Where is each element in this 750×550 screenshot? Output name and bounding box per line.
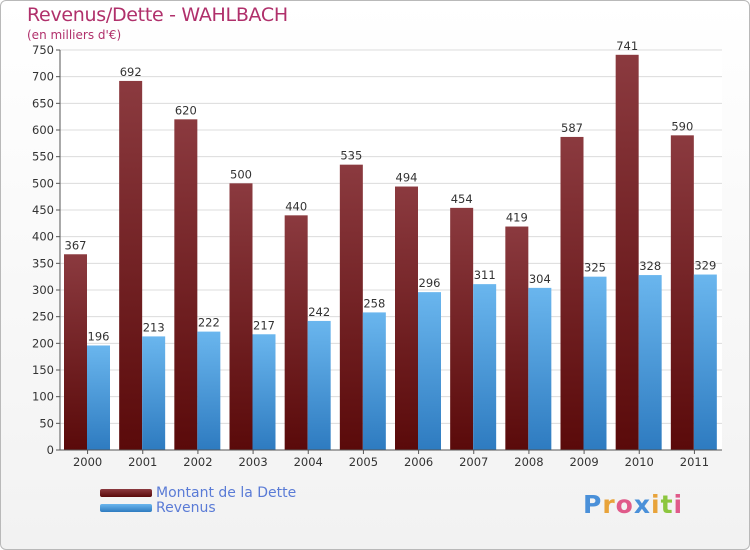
y-tick-label: 600 [32,123,54,137]
x-tick-label: 2005 [349,455,378,469]
legend-label-revenus: Revenus [156,500,216,516]
data-label-revenus: 325 [584,261,606,275]
bar-revenus [87,345,110,450]
data-label-revenus: 217 [253,318,275,332]
bar-revenus [583,276,607,450]
x-tick-label: 2007 [459,455,488,469]
data-label-dette: 494 [396,171,418,185]
y-tick-label: 500 [32,176,54,190]
chart-title: Revenus/Dette - WAHLBACH [27,4,288,26]
bar-revenus [473,284,497,450]
data-label-revenus: 242 [308,305,330,319]
axes: 0 50 100 150 200 250 300 350 400 450 500 550 600 650 7… [32,43,722,469]
legend-swatch-dette [100,489,152,497]
bar-revenus [142,336,166,450]
x-tick-label: 2010 [625,455,654,469]
data-label-dette: 535 [340,149,362,163]
x-tick-label: 2006 [404,455,433,469]
data-label-revenus: 311 [474,268,496,282]
bar-dette [174,119,198,450]
bar-dette [560,136,584,450]
bars [64,54,717,451]
x-tick-label: 2000 [73,455,102,469]
bar-revenus [528,287,552,450]
bar-revenus [693,274,717,450]
y-tick-label: 650 [32,96,54,110]
x-tick-label: 2008 [514,455,543,469]
bar-dette [505,226,529,450]
x-tick-label: 2009 [569,455,598,469]
bar-dette [339,164,363,450]
bar-revenus [418,292,441,450]
data-label-dette: 419 [506,211,528,225]
bar-revenus [638,275,662,450]
y-tick-label: 50 [39,416,54,430]
data-label-dette: 454 [451,192,473,206]
bar-revenus [362,312,386,450]
bar-dette [119,80,143,450]
data-label-dette: 620 [175,103,197,117]
x-tick-label: 2011 [680,455,709,469]
data-label-revenus: 222 [198,316,220,330]
data-label-dette: 500 [230,167,252,181]
chart-subtitle: (en milliers d'€) [27,28,122,42]
y-tick-label: 300 [32,283,54,297]
legend-label-dette: Montant de la Dette [156,485,297,501]
bar-dette [670,135,694,451]
gridlines [60,49,722,451]
bar-dette [395,186,418,451]
bar-revenus [252,334,276,450]
y-tick-label: 450 [32,203,54,217]
data-label-revenus: 296 [419,276,441,290]
y-tick-label: 150 [32,363,54,377]
y-tick-label: 750 [32,43,54,57]
y-tick-label: 200 [32,336,54,350]
y-tick-label: 550 [32,150,54,164]
x-tick-label: 2001 [128,455,157,469]
x-tick-label: 2003 [238,455,267,469]
data-label-revenus: 258 [363,296,385,310]
bar-revenus [307,320,331,450]
bar-revenus [197,331,221,450]
y-tick-label: 0 [47,443,54,457]
plot-area [60,50,722,450]
y-tick-label: 700 [32,70,54,84]
y-tick-label: 100 [32,390,54,404]
data-label-revenus: 329 [694,259,716,273]
x-tick-label: 2004 [294,455,323,469]
data-label-revenus: 304 [529,272,551,286]
y-tick-label: 250 [32,310,54,324]
data-label-dette: 367 [65,238,87,252]
data-label-dette: 692 [120,65,142,79]
data-label-dette: 440 [285,199,307,213]
bar-dette [615,54,639,451]
data-label-revenus: 328 [639,259,661,273]
data-label-dette: 741 [616,39,638,53]
data-label-revenus: 196 [88,329,110,343]
bar-dette [64,254,87,450]
data-label-revenus: 213 [143,320,165,334]
bar-dette [284,215,308,450]
data-labels: 367 196 692 213 620 222 500 217 440 242 535 258 494 2… [65,39,717,344]
proxiti-logo: Proxiti [583,490,684,519]
y-tick-label: 350 [32,256,54,270]
bar-dette [229,183,253,451]
data-label-dette: 590 [671,119,693,133]
legend-swatch-revenus [100,504,152,512]
bar-dette [450,207,474,450]
data-label-dette: 587 [561,121,583,135]
y-tick-label: 400 [32,230,54,244]
x-tick-label: 2002 [183,455,212,469]
